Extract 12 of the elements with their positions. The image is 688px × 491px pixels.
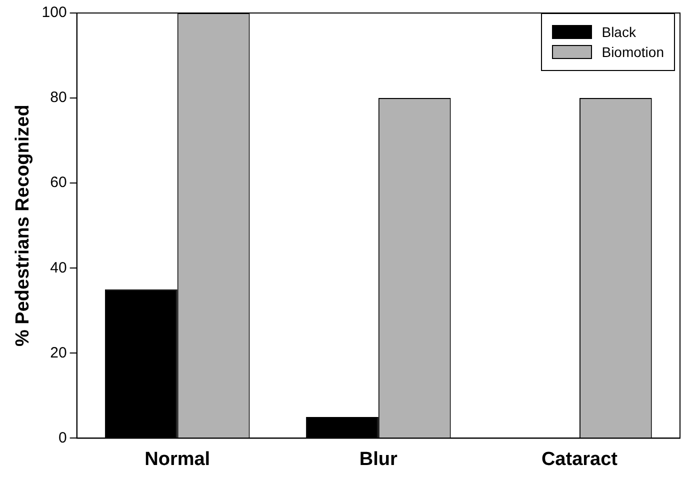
x-tick-label: Normal xyxy=(144,448,210,470)
y-tick-label: 100 xyxy=(42,4,67,22)
y-tick-label: 60 xyxy=(50,174,67,192)
y-tick-label: 80 xyxy=(50,89,67,106)
y-tick-label: 40 xyxy=(50,259,67,276)
x-tick-label: Blur xyxy=(359,448,398,470)
x-tick-label: Cataract xyxy=(541,448,618,470)
legend-label: Biomotion xyxy=(602,44,664,60)
y-tick-label: 20 xyxy=(50,344,67,362)
y-axis-title: % Pedestrians Recognized xyxy=(12,104,34,346)
legend-label: Black xyxy=(602,24,636,40)
y-tick-label: 0 xyxy=(58,429,67,446)
